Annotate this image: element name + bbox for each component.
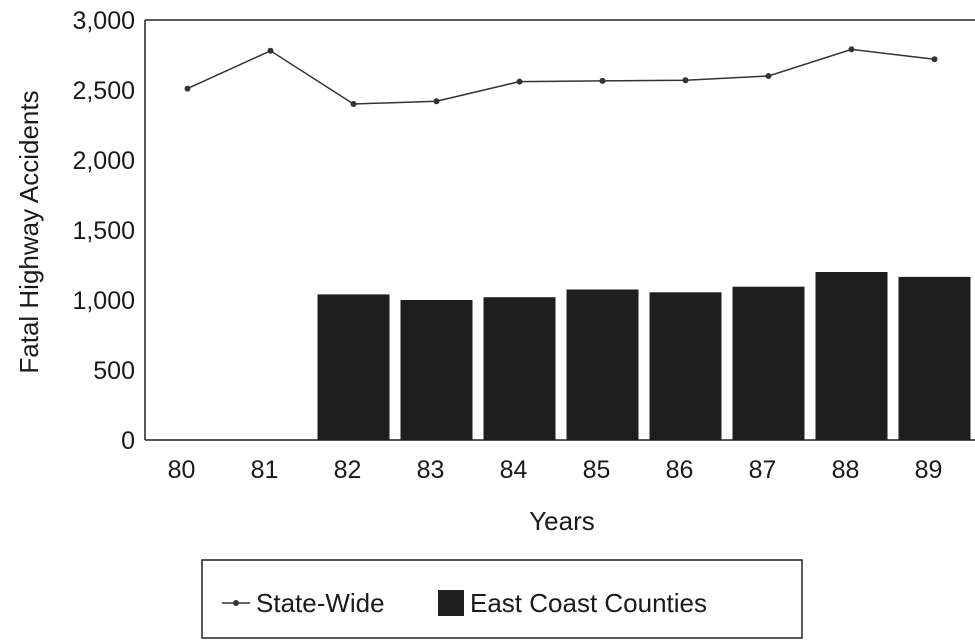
legend-box xyxy=(201,559,803,639)
point-state-wide-85 xyxy=(599,77,606,84)
x-tick-label: 88 xyxy=(832,456,860,484)
bar-88 xyxy=(815,272,888,440)
point-state-wide-81 xyxy=(267,47,274,54)
y-tick-label: 2,000 xyxy=(72,147,135,175)
legend-label-east-coast-counties: East Coast Counties xyxy=(470,588,707,618)
point-state-wide-80 xyxy=(184,85,191,92)
legend-bar-swatch xyxy=(438,590,464,616)
bar-84 xyxy=(483,297,556,440)
y-tick-label: 2,500 xyxy=(72,77,135,105)
point-state-wide-82 xyxy=(350,101,357,107)
x-tick-label: 83 xyxy=(417,456,445,484)
legend-label-state-wide: State-Wide xyxy=(256,588,385,618)
y-ticks: 0 500 1,000 1,500 2,000 2,500 3,000 xyxy=(72,7,135,455)
point-state-wide-84 xyxy=(516,78,523,85)
point-state-wide-86 xyxy=(682,77,689,84)
legend: State-Wide East Coast Counties xyxy=(201,559,803,639)
bars-group xyxy=(317,272,971,440)
x-ticks: 80 81 82 83 84 85 86 87 88 89 xyxy=(168,456,943,484)
y-tick-label: 1,000 xyxy=(72,287,135,315)
x-tick-label: 89 xyxy=(915,456,943,484)
x-tick-label: 82 xyxy=(334,456,362,484)
y-tick-label: 3,000 xyxy=(72,7,135,35)
y-tick-label: 500 xyxy=(93,357,135,385)
x-tick-label: 80 xyxy=(168,456,196,484)
x-tick-label: 81 xyxy=(251,456,279,484)
line-state-wide xyxy=(187,48,935,105)
point-state-wide-88 xyxy=(848,46,855,53)
point-state-wide-89 xyxy=(931,56,938,63)
x-tick-label: 85 xyxy=(583,456,611,484)
point-state-wide-83 xyxy=(433,98,440,105)
bar-82 xyxy=(317,294,390,440)
y-axis-title: Fatal Highway Accidents xyxy=(14,90,44,373)
y-tick-label: 0 xyxy=(121,427,135,455)
point-state-wide-87 xyxy=(765,73,772,79)
line-group xyxy=(184,46,938,107)
bar-87 xyxy=(732,286,805,440)
legend-line-marker xyxy=(233,600,239,606)
bar-89 xyxy=(898,276,971,440)
bar-86 xyxy=(649,292,722,440)
x-tick-label: 84 xyxy=(500,456,528,484)
bar-85 xyxy=(566,289,639,440)
bar-83 xyxy=(400,300,473,440)
y-tick-label: 1,500 xyxy=(72,217,135,245)
x-axis-title: Years xyxy=(529,506,595,536)
x-tick-label: 87 xyxy=(749,456,777,484)
x-tick-label: 86 xyxy=(666,456,694,484)
